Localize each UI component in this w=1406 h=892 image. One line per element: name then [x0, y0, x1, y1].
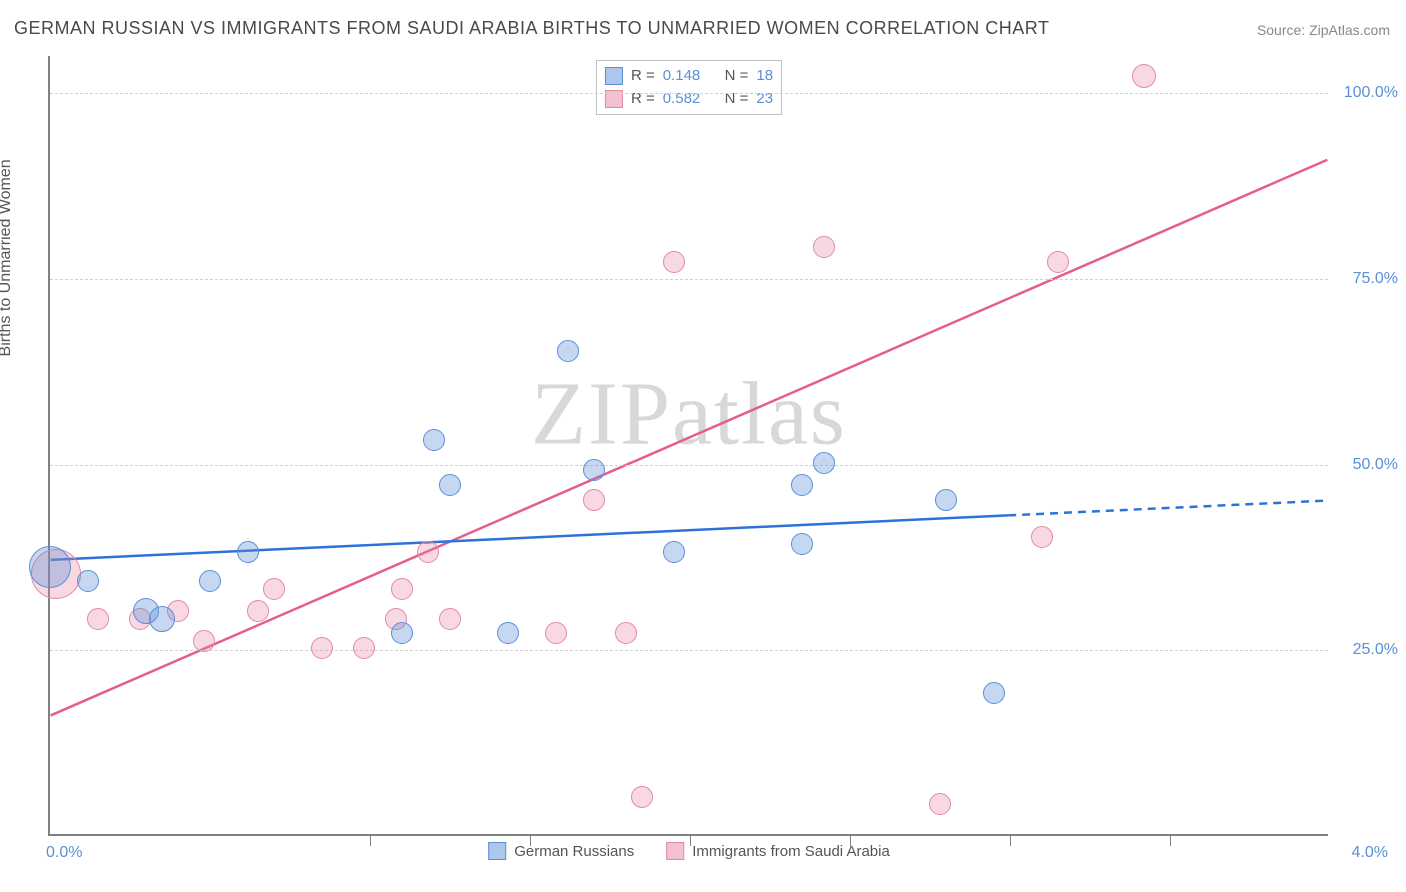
data-point-pink: [417, 541, 439, 563]
legend-n-value-pink: 23: [756, 88, 773, 111]
y-tick-label: 50.0%: [1338, 456, 1398, 474]
data-point-pink: [813, 236, 835, 258]
legend-r-label: R =: [631, 65, 655, 88]
data-point-blue: [791, 533, 813, 555]
legend-label: German Russians: [514, 843, 634, 860]
gridline-h: [50, 465, 1328, 466]
gridline-h: [50, 279, 1328, 280]
chart-title: GERMAN RUSSIAN VS IMMIGRANTS FROM SAUDI …: [14, 18, 1049, 39]
data-point-blue: [813, 452, 835, 474]
source-label: Source: ZipAtlas.com: [1257, 22, 1390, 38]
legend-row-pink: R = 0.582 N = 23: [605, 88, 773, 111]
data-point-blue: [423, 429, 445, 451]
data-point-pink: [391, 578, 413, 600]
plot-area: ZIPatlas R = 0.148 N = 18 R = 0.582 N = …: [48, 56, 1328, 836]
data-point-pink: [583, 489, 605, 511]
data-point-blue: [557, 340, 579, 362]
legend-r-value-blue: 0.148: [663, 65, 701, 88]
data-point-blue: [29, 546, 71, 588]
data-point-pink: [263, 578, 285, 600]
legend-n-label: N =: [725, 88, 749, 111]
x-axis-max: 4.0%: [1352, 844, 1388, 862]
data-point-pink: [663, 251, 685, 273]
data-point-pink: [631, 786, 653, 808]
data-point-pink: [545, 622, 567, 644]
x-tick: [850, 834, 851, 846]
data-point-blue: [149, 606, 175, 632]
legend-r-label: R =: [631, 88, 655, 111]
legend-r-value-pink: 0.582: [663, 88, 701, 111]
x-tick: [370, 834, 371, 846]
data-point-pink: [439, 608, 461, 630]
x-tick: [690, 834, 691, 846]
y-axis-label: Births to Unmarried Women: [0, 159, 15, 356]
data-point-pink: [615, 622, 637, 644]
data-point-pink: [193, 630, 215, 652]
data-point-blue: [391, 622, 413, 644]
watermark: ZIPatlas: [531, 362, 847, 465]
gridline-h: [50, 93, 1328, 94]
data-point-pink: [929, 793, 951, 815]
data-point-blue: [935, 489, 957, 511]
data-point-pink: [311, 637, 333, 659]
data-point-blue: [199, 570, 221, 592]
data-point-pink: [247, 600, 269, 622]
data-point-blue: [237, 541, 259, 563]
data-point-pink: [1132, 64, 1156, 88]
data-point-blue: [497, 622, 519, 644]
data-point-blue: [583, 459, 605, 481]
y-tick-label: 75.0%: [1338, 270, 1398, 288]
swatch-blue-icon: [488, 842, 506, 860]
data-point-pink: [1047, 251, 1069, 273]
legend-label: Immigrants from Saudi Arabia: [692, 843, 890, 860]
legend-series: German Russians Immigrants from Saudi Ar…: [488, 842, 890, 860]
data-point-pink: [1031, 526, 1053, 548]
trend-lines: [50, 56, 1328, 834]
data-point-blue: [663, 541, 685, 563]
legend-row-blue: R = 0.148 N = 18: [605, 65, 773, 88]
data-point-blue: [983, 682, 1005, 704]
x-axis-min: 0.0%: [46, 844, 82, 862]
data-point-blue: [439, 474, 461, 496]
gridline-h: [50, 650, 1328, 651]
data-point-pink: [87, 608, 109, 630]
x-tick: [1170, 834, 1171, 846]
data-point-pink: [353, 637, 375, 659]
y-tick-label: 25.0%: [1338, 641, 1398, 659]
data-point-blue: [77, 570, 99, 592]
swatch-blue-icon: [605, 67, 623, 85]
x-tick: [530, 834, 531, 846]
y-tick-label: 100.0%: [1338, 84, 1398, 102]
data-point-blue: [791, 474, 813, 496]
legend-item-blue: German Russians: [488, 842, 634, 860]
swatch-pink-icon: [666, 842, 684, 860]
legend-item-pink: Immigrants from Saudi Arabia: [666, 842, 890, 860]
legend-correlation: R = 0.148 N = 18 R = 0.582 N = 23: [596, 60, 782, 115]
legend-n-label: N =: [725, 65, 749, 88]
x-tick: [1010, 834, 1011, 846]
legend-n-value-blue: 18: [756, 65, 773, 88]
